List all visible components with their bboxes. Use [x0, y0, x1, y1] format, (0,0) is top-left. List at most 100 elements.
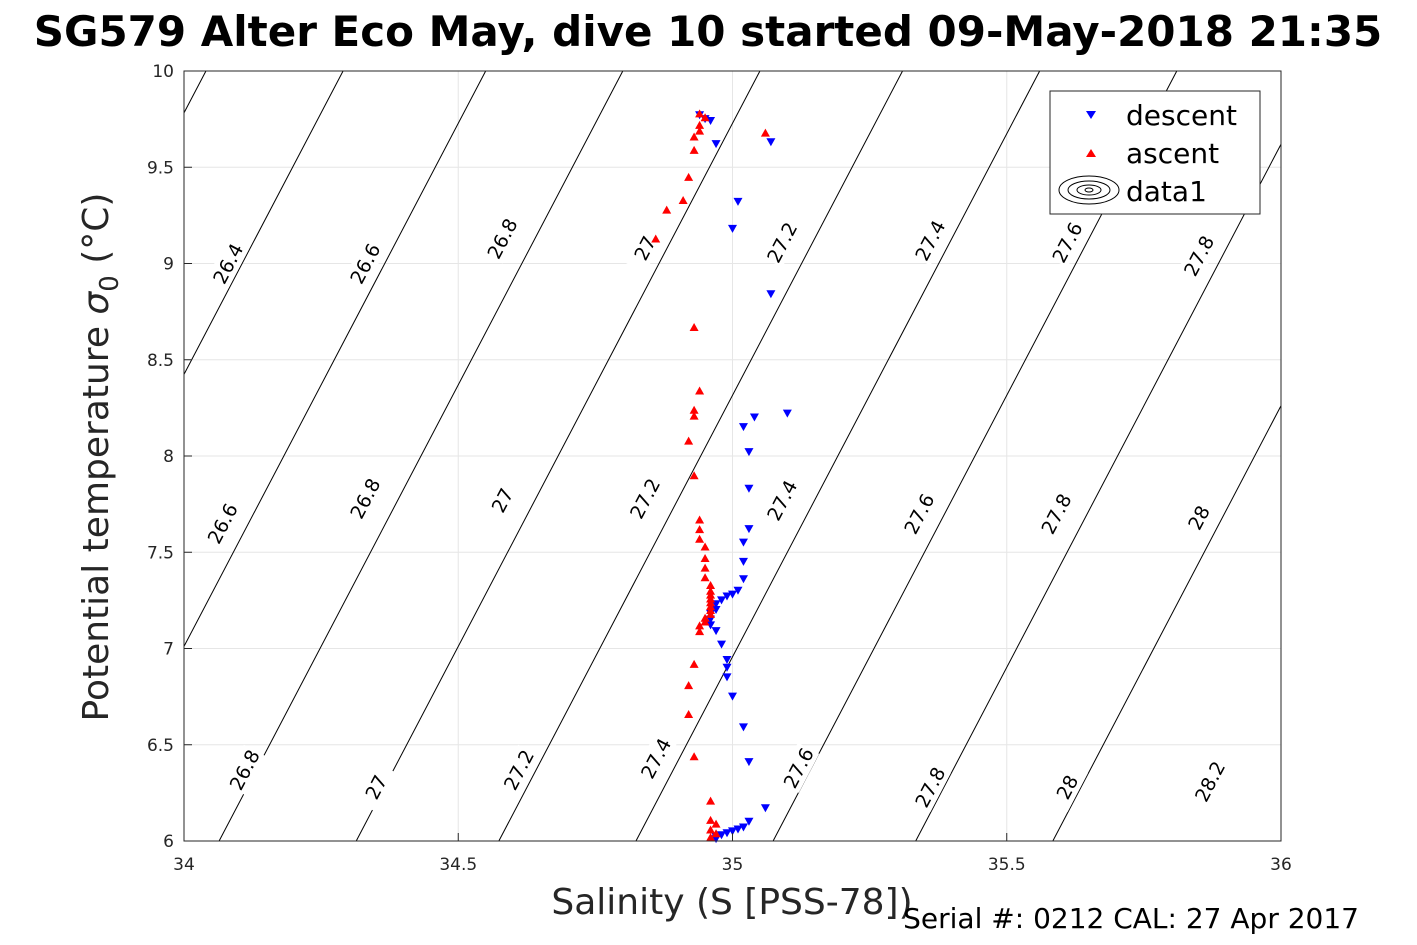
y-axis-label-unit: (°C)	[76, 193, 117, 276]
ascent-marker	[689, 659, 699, 668]
contour-label-bg	[1046, 217, 1088, 268]
ascent-marker	[695, 109, 705, 118]
chart-title: SG579 Alter Eco May, dive 10 started 09-…	[34, 7, 1383, 56]
x-axis-label: Salinity (S [PSS-78])	[551, 882, 912, 923]
ascent-marker	[760, 128, 770, 137]
ascent-marker	[695, 525, 705, 534]
descent-marker	[728, 224, 737, 233]
descent-marker	[717, 596, 727, 605]
isopycnal-line	[498, 70, 903, 842]
isopycnal-line	[1052, 405, 1282, 842]
descent-marker	[728, 692, 737, 701]
ascent-marker	[695, 627, 705, 636]
y-tick-label: 8	[163, 447, 174, 467]
ascent-marker	[662, 205, 672, 214]
contour-label-bg	[898, 488, 940, 539]
contour-label-bg	[634, 733, 677, 784]
contour-label-bg	[1046, 762, 1088, 813]
legend: descent ascent data1	[1049, 90, 1261, 215]
isopycnal-line	[355, 70, 761, 842]
isopycnal-line	[218, 70, 624, 842]
ascent-marker	[700, 113, 710, 122]
contour-label-bg	[1035, 488, 1077, 539]
y-axis-label: Potential temperature σ0 (°C)	[76, 193, 125, 722]
ascent-marker	[689, 411, 699, 420]
ascent-marker	[695, 386, 705, 395]
isopycnal-line	[183, 70, 344, 375]
legend-box	[1049, 90, 1261, 215]
ascent-marker	[684, 709, 694, 718]
contour-label-bg	[761, 217, 803, 268]
ascent-marker	[706, 815, 716, 824]
ascent-marker	[706, 825, 716, 834]
y-axis-label-sigma: σ	[76, 291, 117, 315]
isopycnal-line	[183, 70, 207, 114]
ascent-marker	[678, 195, 688, 204]
descent-marker	[711, 627, 721, 636]
ascent-marker	[700, 563, 710, 572]
ascent-marker	[706, 609, 716, 618]
descent-marker	[738, 723, 748, 732]
ascent-marker	[684, 681, 694, 690]
ascent-marker	[695, 515, 705, 524]
contour-label-bg	[909, 215, 951, 266]
legend-ascent-label: ascent	[1126, 137, 1219, 170]
ascent-marker	[689, 471, 699, 480]
x-tick-label: 36	[1270, 855, 1292, 875]
legend-contour-icon	[1058, 175, 1120, 205]
contour-label-bg	[1188, 756, 1231, 807]
descent-marker	[738, 538, 748, 547]
descent-marker	[722, 592, 732, 601]
ascent-marker	[651, 234, 661, 243]
legend-ascent-marker	[1086, 149, 1096, 157]
descent-marker	[722, 673, 732, 682]
contour-label-bg	[481, 213, 523, 264]
ascent-marker	[689, 405, 699, 414]
descent-marker	[738, 575, 748, 584]
descent-marker	[782, 409, 792, 418]
ascent-marker	[695, 534, 705, 543]
ascent-marker	[700, 573, 710, 582]
ascent-marker	[711, 829, 721, 838]
contour-label-bg	[355, 762, 397, 813]
descent-marker	[733, 197, 743, 206]
descent-marker	[744, 448, 754, 457]
descent-marker	[733, 586, 743, 595]
x-tick-label: 35	[722, 855, 744, 875]
ascent-marker	[695, 120, 705, 129]
contour-label-bg	[344, 473, 386, 524]
y-axis-label-subscript: 0	[95, 275, 125, 292]
y-tick-label: 10	[152, 62, 174, 82]
descent-marker	[711, 140, 721, 149]
contour-label-bg	[909, 762, 951, 813]
contour-label-bg	[223, 744, 266, 795]
descent-marker	[722, 656, 732, 665]
descent-marker	[722, 663, 732, 672]
y-axis-label-main: Potential temperature	[76, 315, 117, 722]
x-tick-label: 35.5	[988, 855, 1026, 875]
x-tick-label: 34	[173, 855, 195, 875]
ascent-marker	[700, 554, 710, 563]
contour-label-bg	[201, 498, 244, 549]
contour-label-bg	[497, 744, 540, 795]
ascent-marker	[706, 833, 716, 842]
ascent-marker	[706, 580, 716, 589]
descent-marker	[744, 817, 754, 826]
ascent-marker	[689, 145, 699, 154]
y-tick-label: 7.5	[147, 543, 174, 563]
ascent-marker	[684, 172, 694, 181]
y-tick-label: 6.5	[147, 736, 174, 756]
contour-label-bg	[761, 475, 803, 526]
x-axis: 34 34.5 35 35.5 36	[173, 833, 1292, 875]
contour-label-bg	[344, 238, 386, 289]
legend-descent-marker	[1086, 111, 1096, 119]
ascent-marker	[689, 752, 699, 761]
data-markers	[651, 109, 792, 844]
descent-marker	[760, 804, 770, 813]
ascent-marker	[706, 796, 716, 805]
descent-marker	[744, 525, 754, 534]
contour-label-bg	[207, 238, 249, 289]
legend-descent-label: descent	[1126, 99, 1237, 132]
ascent-marker	[684, 436, 694, 445]
